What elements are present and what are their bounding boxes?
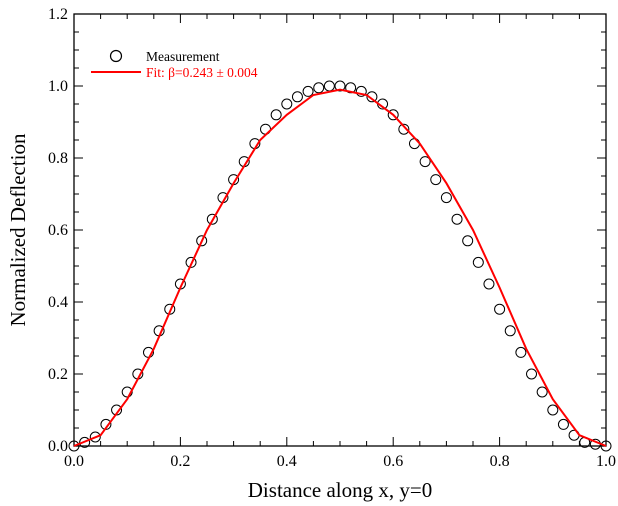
measurement-point — [430, 174, 442, 186]
y-tick-label: 1.0 — [48, 78, 68, 95]
axis-ticks — [73, 13, 607, 447]
measurement-point — [440, 192, 452, 204]
y-tick-label: 0.8 — [48, 150, 68, 167]
y-tick-label: 0.6 — [48, 222, 68, 239]
measurement-series — [68, 80, 612, 452]
x-tick-label: 0.0 — [64, 453, 84, 470]
y-tick-label: 0.2 — [48, 366, 68, 383]
legend-fit-label: Fit: β=0.243 ± 0.004 — [146, 65, 258, 80]
measurement-point — [419, 156, 431, 168]
measurement-point — [206, 213, 218, 225]
y-axis-title: Normalized Deflection — [6, 133, 30, 326]
measurement-point — [366, 91, 378, 103]
x-tick-label: 1.0 — [596, 453, 616, 470]
y-tick-label: 0.0 — [48, 438, 68, 455]
measurement-point — [281, 98, 293, 110]
measurement-point — [68, 440, 80, 452]
legend-measurement-label: Measurement — [146, 49, 220, 64]
fit-series-line — [73, 88, 607, 447]
measurement-point — [387, 109, 399, 121]
measurement-point — [89, 431, 101, 443]
measurement-point — [472, 256, 484, 268]
measurement-point — [547, 404, 559, 416]
measurement-point — [504, 325, 516, 337]
measurement-point — [557, 418, 569, 430]
axis-tick-labels: 0.0 0.2 0.4 0.6 0.8 1.0 0.0 0.2 0.4 0.6 0.8 1.0 1.2 — [48, 6, 616, 470]
legend: Measurement Fit: β=0.243 ± 0.004 — [91, 49, 258, 80]
y-tick-label: 1.2 — [48, 6, 68, 23]
measurement-point — [600, 440, 612, 452]
x-axis-title: Distance along x, y=0 — [248, 478, 432, 502]
x-tick-label: 0.6 — [383, 453, 403, 470]
measurement-point — [451, 213, 463, 225]
x-tick-label: 0.2 — [170, 453, 190, 470]
measurement-point — [121, 386, 133, 398]
measurement-point — [515, 346, 527, 358]
measurement-point — [398, 123, 410, 135]
measurement-point — [79, 436, 91, 448]
measurement-point — [462, 235, 474, 247]
measurement-point — [483, 278, 495, 290]
measurement-point — [196, 235, 208, 247]
x-tick-label: 0.4 — [277, 453, 297, 470]
measurement-point — [345, 82, 357, 94]
measurement-point — [313, 82, 325, 94]
measurement-point — [536, 386, 548, 398]
y-tick-label: 0.4 — [48, 294, 68, 311]
measurement-point — [270, 109, 282, 121]
measurement-point — [355, 85, 367, 97]
x-tick-label: 0.8 — [490, 453, 510, 470]
measurement-point — [334, 80, 346, 92]
measurement-point — [526, 368, 538, 380]
measurement-point — [302, 85, 314, 97]
legend-measurement-marker — [109, 49, 123, 63]
measurement-point — [185, 256, 197, 268]
measurement-point — [494, 303, 506, 315]
measurement-point — [291, 91, 303, 103]
